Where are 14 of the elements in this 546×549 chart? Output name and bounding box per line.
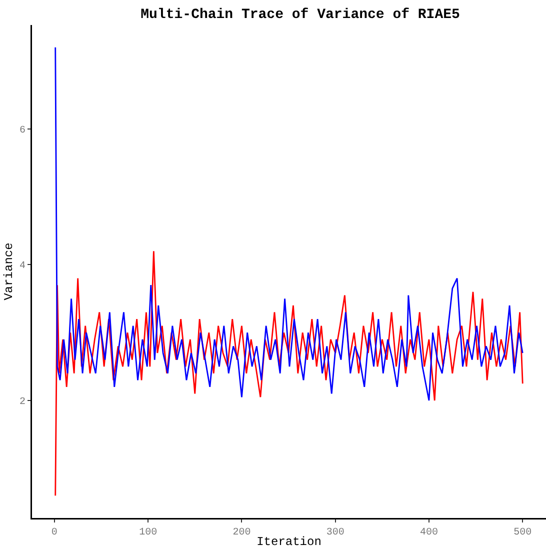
line-series <box>54 250 524 496</box>
chart-title: Multi-Chain Trace of Variance of RIAE5 <box>140 7 460 24</box>
y-axis-title: Variance <box>2 242 16 300</box>
x-tick-label: 500 <box>514 528 532 538</box>
y-tick-label: 4 <box>19 261 26 272</box>
x-tick-label: 200 <box>232 528 251 538</box>
x-tick-label: 300 <box>326 528 344 538</box>
x-axis-title: Iteration <box>256 535 322 549</box>
x-tick-label: 0 <box>51 528 58 538</box>
x-tick-label: 100 <box>139 528 158 538</box>
line-series <box>54 46 524 402</box>
y-tick-label: 2 <box>19 397 26 408</box>
x-tick-label: 400 <box>420 528 438 538</box>
y-tick-label: 6 <box>19 125 26 136</box>
